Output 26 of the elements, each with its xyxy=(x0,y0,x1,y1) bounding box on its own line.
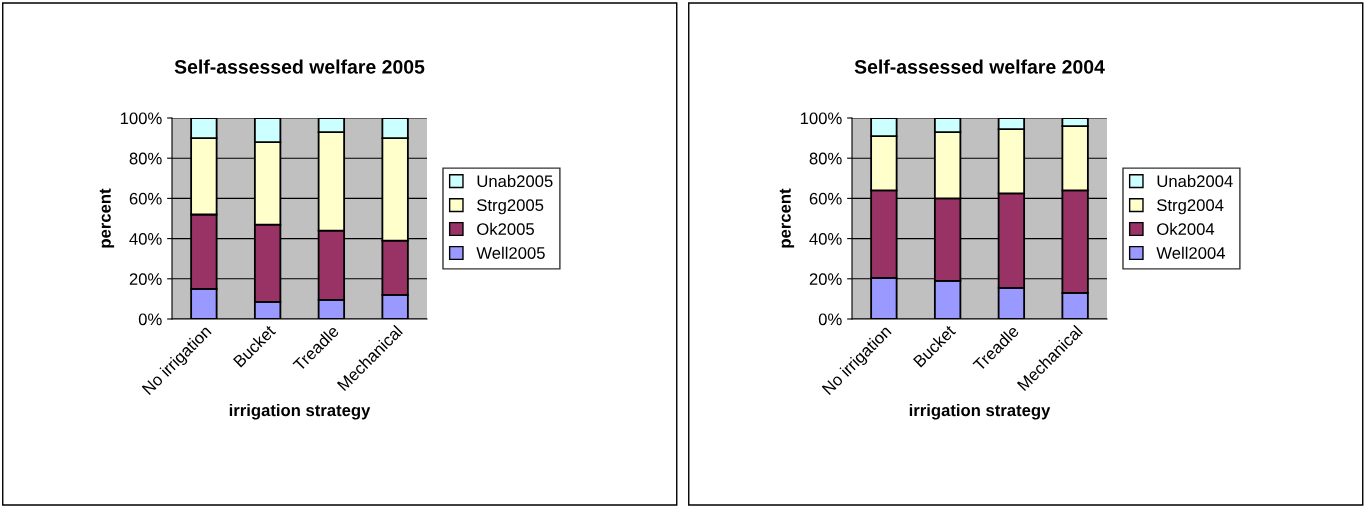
chart-title: Self-assessed welfare 2005 xyxy=(174,59,425,74)
legend-label: Ok2005 xyxy=(477,222,534,235)
y-tick-label: 60% xyxy=(129,192,162,205)
y-axis-title: percent xyxy=(779,188,795,248)
y-tick-label: 100% xyxy=(800,112,842,125)
x-axis-title: irrigation strategy xyxy=(909,403,1051,420)
y-tick-label: 20% xyxy=(809,273,842,285)
y-axis-title: percent xyxy=(99,188,115,248)
y-tick-label: 40% xyxy=(809,233,842,245)
legend-label: Strg2005 xyxy=(477,199,544,215)
y-tick-label: 80% xyxy=(129,152,162,165)
y-tick-label: 0% xyxy=(818,313,842,326)
y-tick-label: 100% xyxy=(120,112,162,125)
legend-label: Ok2004 xyxy=(1157,222,1215,235)
y-tick-label: 40% xyxy=(129,233,162,245)
y-tick-label: 20% xyxy=(129,273,162,285)
legend-label: Well2004 xyxy=(1156,246,1226,259)
legend-label: Strg2004 xyxy=(1157,199,1224,215)
y-tick-label: 0% xyxy=(138,313,162,326)
y-tick-label: 80% xyxy=(809,152,842,165)
y-tick-label: 60% xyxy=(809,192,842,205)
legend-label: Well2005 xyxy=(476,246,545,259)
chart-title: Self-assessed welfare 2004 xyxy=(854,59,1105,74)
x-axis-title: irrigation strategy xyxy=(229,403,371,420)
legend-label: Unab2004 xyxy=(1157,174,1233,188)
legend-label: Unab2005 xyxy=(477,174,553,188)
